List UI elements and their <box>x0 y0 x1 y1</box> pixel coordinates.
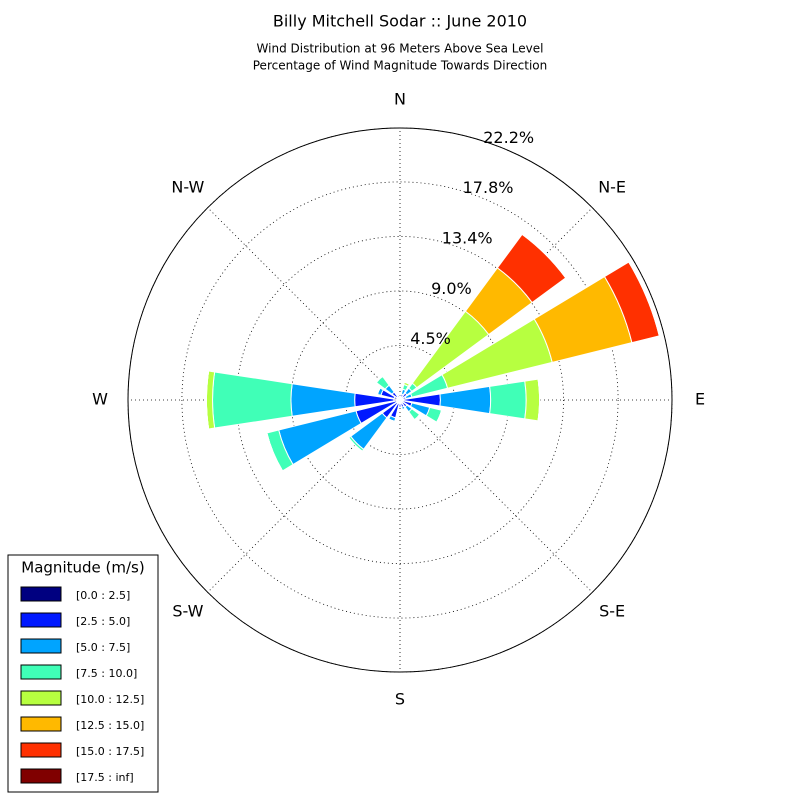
wedge <box>489 380 527 420</box>
legend-swatch <box>20 612 62 628</box>
direction-label: S-E <box>599 602 625 621</box>
r-tick-label: 17.8% <box>463 178 514 197</box>
r-tick-label: 13.4% <box>442 228 493 247</box>
legend-swatch <box>20 742 62 758</box>
r-tick-label: 9.0% <box>431 279 472 298</box>
legend-label: [15.0 : 17.5] <box>76 745 144 758</box>
outer-frame <box>127 127 673 673</box>
wedge <box>436 410 443 423</box>
legend-swatch <box>20 586 62 602</box>
wedge <box>537 379 541 421</box>
wedge <box>396 393 399 396</box>
wedge <box>524 378 541 422</box>
chart-subtitle: Wind Distribution at 96 Meters Above Sea… <box>257 42 544 56</box>
direction-label: N <box>394 90 406 109</box>
legend-label: [5.0 : 7.5] <box>76 641 130 654</box>
grid-circle <box>236 236 564 564</box>
r-tick-label: 22.2% <box>483 128 534 147</box>
direction-label: N-E <box>598 177 626 196</box>
wedge <box>404 381 410 385</box>
spoke-grid-line <box>207 399 401 593</box>
direction-label: S <box>395 690 405 709</box>
grid-circle <box>181 181 619 619</box>
legend-label: [12.5 : 15.0] <box>76 719 144 732</box>
legend-swatch <box>20 638 62 654</box>
legend-swatch <box>20 768 62 784</box>
r-tick-label: 4.5% <box>410 329 451 348</box>
direction-label: S-W <box>172 602 203 621</box>
chart-subtitle: Percentage of Wind Magnitude Towards Dir… <box>253 59 547 73</box>
spoke-grid-line <box>207 207 401 401</box>
legend-swatch <box>20 690 62 706</box>
wedge <box>402 407 406 411</box>
legend-label: [2.5 : 5.0] <box>76 615 130 628</box>
legend-label: [17.5 : inf] <box>76 771 134 784</box>
legend-swatch <box>20 664 62 680</box>
direction-label: N-W <box>171 177 204 196</box>
wedge <box>375 375 383 383</box>
legend-label: [7.5 : 10.0] <box>76 667 137 680</box>
legend-label: [10.0 : 12.5] <box>76 693 144 706</box>
legend-swatch <box>20 716 62 732</box>
legend-label: [0.0 : 2.5] <box>76 589 130 602</box>
chart-title: Billy Mitchell Sodar :: June 2010 <box>273 12 527 31</box>
direction-label: W <box>92 390 108 409</box>
direction-label: E <box>695 390 705 409</box>
wedge <box>628 261 660 336</box>
legend-title: Magnitude (m/s) <box>21 559 144 577</box>
spoke-grid-line <box>399 399 593 593</box>
wedge <box>348 437 363 452</box>
